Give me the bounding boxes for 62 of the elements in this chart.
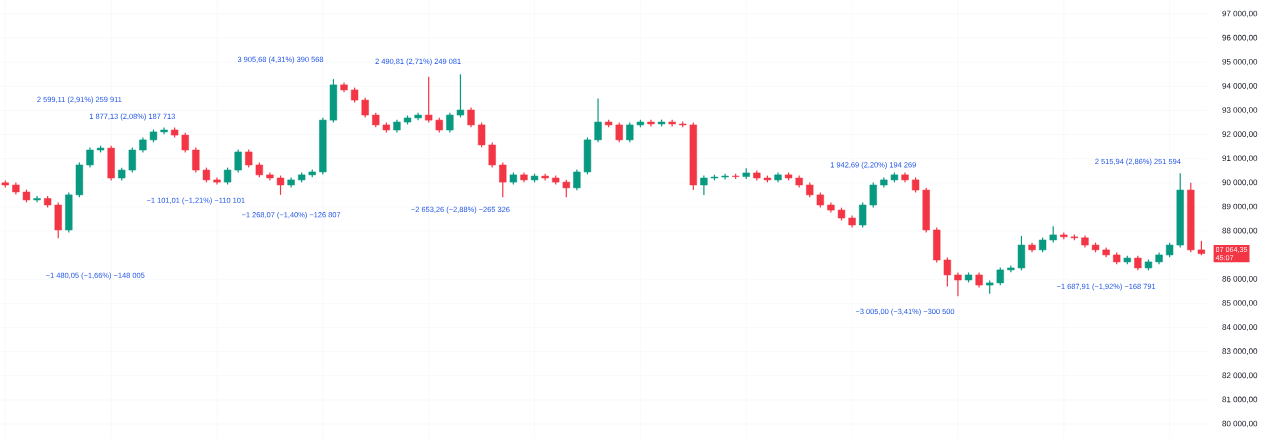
candlestick [827, 201, 835, 214]
candlestick [467, 106, 475, 128]
candlestick [319, 117, 327, 175]
candlestick [234, 148, 242, 174]
candlestick [922, 187, 930, 233]
candlestick [1007, 264, 1015, 273]
candlestick [477, 121, 486, 148]
candlestick [75, 161, 84, 198]
candlestick [848, 215, 856, 229]
candlestick [509, 171, 518, 186]
candlestick [859, 201, 867, 229]
candlestick [1028, 242, 1036, 253]
candlestick [54, 201, 62, 239]
candlestick [689, 121, 697, 191]
candlestick [65, 191, 73, 233]
candlestick [541, 173, 549, 182]
candlestick [901, 171, 909, 183]
candlestick [160, 126, 168, 135]
candlestick [933, 226, 941, 264]
candlestick [943, 256, 952, 288]
candlestick [139, 136, 147, 154]
candlestick [1187, 182, 1195, 253]
candlestick [975, 271, 983, 289]
candlestick [594, 97, 602, 143]
candlestick [668, 119, 676, 127]
candlestick [276, 174, 285, 196]
candlestick [499, 161, 507, 198]
candlestick [213, 176, 221, 186]
candlestick [329, 78, 338, 124]
candlestick [287, 176, 295, 188]
candlestick [33, 195, 41, 203]
candlestick [647, 119, 655, 127]
candlestick [615, 121, 623, 143]
candlestick [721, 173, 729, 181]
candlestick [869, 181, 877, 209]
candlestick [1081, 234, 1089, 249]
candlestick [425, 76, 433, 124]
candlestick [1155, 251, 1163, 265]
candlestick [488, 141, 496, 168]
candlestick [361, 97, 369, 119]
candlestick [266, 171, 274, 182]
candlestick [573, 168, 581, 191]
candlestick [700, 174, 708, 196]
candlestick [446, 112, 454, 134]
candlestick [86, 147, 94, 168]
candlestick [1176, 172, 1184, 249]
candlestick [520, 171, 528, 183]
candlestick [774, 171, 782, 183]
candlestick [626, 121, 634, 143]
candlestick [414, 112, 422, 121]
candlestick [1134, 255, 1142, 271]
candlestick [181, 132, 189, 154]
candlestick [12, 181, 20, 195]
candlestick [393, 119, 401, 134]
candlestick [954, 271, 962, 297]
candlestick [340, 81, 348, 93]
candlestick [128, 147, 136, 174]
candlestick [1102, 246, 1110, 258]
candlestick [456, 73, 465, 119]
candlestick [583, 136, 592, 175]
candlestick [1017, 235, 1026, 271]
candlestick [192, 147, 200, 174]
